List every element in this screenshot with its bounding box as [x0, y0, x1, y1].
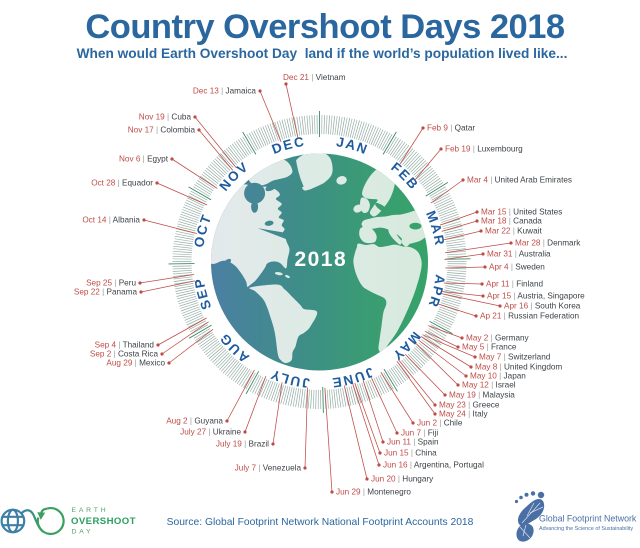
svg-text:Nov 6 | Egypt: Nov 6 | Egypt: [119, 155, 169, 164]
svg-text:DAY: DAY: [72, 529, 94, 536]
svg-text:Mar 28 | Denmark: Mar 28 | Denmark: [515, 239, 581, 248]
svg-text:Global Footprint Network: Global Footprint Network: [539, 514, 637, 524]
svg-text:Aug 2 | Guyana: Aug 2 | Guyana: [166, 417, 223, 426]
svg-text:Ap 21 | Russian Federation: Ap 21 | Russian Federation: [480, 312, 580, 321]
svg-text:Oct 14 | Albania: Oct 14 | Albania: [82, 216, 140, 225]
svg-text:Dec 21 | Vietnam: Dec 21 | Vietnam: [283, 73, 346, 82]
svg-text:Mar 15 | United States: Mar 15 | United States: [481, 208, 562, 217]
svg-text:Jun 20 | Hungary: Jun 20 | Hungary: [371, 475, 434, 484]
svg-text:Mar 4 | United Arab Emirates: Mar 4 | United Arab Emirates: [467, 176, 572, 185]
svg-text:Sep 25 | Peru: Sep 25 | Peru: [86, 279, 136, 288]
svg-text:May 24 | Italy: May 24 | Italy: [439, 410, 488, 419]
svg-text:Aug 29 | Mexico: Aug 29 | Mexico: [106, 359, 165, 368]
svg-text:May 23 | Greece: May 23 | Greece: [439, 401, 500, 410]
svg-text:Apr 16 | South Korea: Apr 16 | South Korea: [504, 302, 581, 311]
svg-text:Mar 18 | Canada: Mar 18 | Canada: [481, 217, 542, 226]
svg-text:EARTH: EARTH: [72, 507, 109, 514]
svg-text:Advancing the Science of Susta: Advancing the Science of Sustainability: [539, 526, 633, 532]
svg-text:May 10 | Japan: May 10 | Japan: [470, 372, 526, 381]
svg-text:Jun 11 | Spain: Jun 11 | Spain: [387, 438, 439, 447]
svg-text:OVERSHOOT: OVERSHOOT: [71, 516, 136, 527]
svg-text:May 7 | Switzerland: May 7 | Switzerland: [479, 353, 551, 362]
svg-text:May 8 | United Kingdom: May 8 | United Kingdom: [475, 363, 562, 372]
svg-text:Mar 31 | Australia: Mar 31 | Australia: [487, 250, 551, 259]
svg-text:July 7 | Venezuela: July 7 | Venezuela: [235, 464, 302, 473]
svg-text:Oct 28 | Equador: Oct 28 | Equador: [91, 179, 153, 188]
svg-text:When would Earth Overshoot Day: When would Earth Overshoot Day land if t…: [77, 46, 568, 61]
svg-text:Dec 13 | Jamaica: Dec 13 | Jamaica: [193, 87, 257, 96]
svg-text:Feb 9 | Qatar: Feb 9 | Qatar: [427, 124, 475, 133]
svg-text:Sep 22 | Panama: Sep 22 | Panama: [74, 288, 138, 297]
svg-text:May 2 | Germany: May 2 | Germany: [466, 334, 530, 343]
svg-text:2018: 2018: [294, 248, 347, 271]
svg-text:Jun 7 | Fiji: Jun 7 | Fiji: [401, 429, 438, 438]
svg-text:Mar 22 | Kuwait: Mar 22 | Kuwait: [485, 227, 542, 236]
svg-text:May 12 | Israel: May 12 | Israel: [462, 381, 516, 390]
svg-text:July 27 | Ukraine: July 27 | Ukraine: [180, 428, 241, 437]
svg-text:Source: Global Footprint Netwo: Source: Global Footprint Network Nationa…: [167, 517, 474, 528]
svg-text:Country Overshoot Days 2018: Country Overshoot Days 2018: [85, 8, 565, 46]
svg-text:Jun 2 | Chile: Jun 2 | Chile: [417, 419, 463, 428]
svg-text:Jun 29 | Montenegro: Jun 29 | Montenegro: [336, 488, 411, 497]
svg-text:Sep 2 | Costa Rica: Sep 2 | Costa Rica: [90, 350, 159, 359]
svg-text:Jun 15 | China: Jun 15 | China: [384, 449, 437, 458]
svg-text:Nov 19 | Cuba: Nov 19 | Cuba: [139, 113, 192, 122]
svg-text:Nov 17 | Colombia: Nov 17 | Colombia: [128, 126, 196, 135]
svg-text:Feb 19 | Luxembourg: Feb 19 | Luxembourg: [445, 145, 523, 154]
svg-text:Sep 4 | Thailand: Sep 4 | Thailand: [95, 341, 155, 350]
svg-text:May 19 | Malaysia: May 19 | Malaysia: [449, 391, 515, 400]
svg-text:Apr 15 | Austria, Singapore: Apr 15 | Austria, Singapore: [487, 292, 585, 301]
svg-text:May 5 | France: May 5 | France: [462, 343, 517, 352]
svg-text:Jun 16 | Argentina, Portugal: Jun 16 | Argentina, Portugal: [383, 461, 484, 470]
svg-text:Apr 4 | Sweden: Apr 4 | Sweden: [489, 263, 545, 272]
svg-text:Apr 11 | Finland: Apr 11 | Finland: [486, 280, 544, 289]
svg-text:July 19 | Brazil: July 19 | Brazil: [216, 440, 269, 449]
